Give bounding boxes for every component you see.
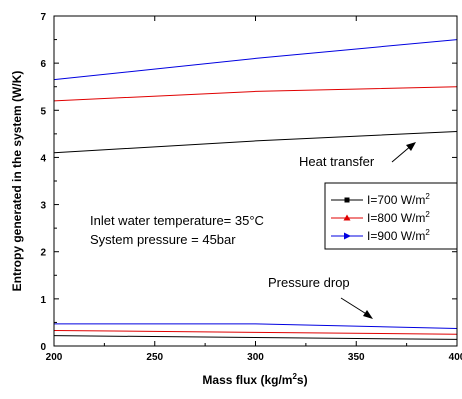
series-layer — [53, 39, 458, 340]
legend-label-main: I=700 W/m — [367, 193, 425, 207]
x-tick-label: 300 — [247, 352, 264, 363]
x-axis-label: Mass flux (kg/m2s) — [202, 372, 307, 387]
x-tick-label: 350 — [348, 352, 365, 363]
y-tick-label: 7 — [40, 12, 46, 23]
legend-marker-0 — [344, 197, 350, 203]
x-tick-label: 200 — [46, 352, 63, 363]
series-line-heat-transfer-2 — [53, 39, 458, 81]
pressure-drop-arrow — [340, 297, 373, 319]
x-axis-label-sup: 2 — [292, 372, 297, 381]
y-tick-label: 2 — [40, 248, 46, 259]
series-line-pressure-drop-3 — [53, 335, 458, 340]
legend-marker-1 — [343, 214, 351, 221]
series-line-heat-transfer-1 — [53, 86, 458, 102]
legend-items: I=700 W/m2I=800 W/m2I=900 W/m2 — [331, 192, 430, 243]
y-tick-label: 5 — [40, 106, 46, 117]
legend: I=700 W/m2I=800 W/m2I=900 W/m2 — [324, 182, 458, 250]
x-tick-label: 250 — [146, 352, 163, 363]
y-tick-label: 6 — [40, 59, 46, 70]
series-line-heat-transfer-0 — [53, 131, 458, 154]
y-tick-label: 1 — [40, 295, 46, 306]
ticks-layer: 200 250 300 350 400 0 1 2 3 4 5 6 7 — [40, 12, 462, 363]
series-line-pressure-drop-5 — [54, 323, 458, 330]
y-tick-label: 3 — [40, 201, 46, 212]
legend-label-sup: 2 — [425, 192, 430, 201]
legend-label-1: I=800 W/m2 — [367, 210, 430, 225]
y-tick-label: 4 — [40, 153, 46, 164]
y-tick-label: 0 — [40, 342, 46, 353]
legend-label-main: I=800 W/m — [367, 211, 425, 225]
inlet-temperature-note: Inlet water temperature= 35°C — [90, 213, 264, 228]
x-axis-label-end: s) — [297, 373, 308, 387]
legend-label-main: I=900 W/m — [367, 229, 425, 243]
series-line-pressure-drop-4 — [53, 329, 458, 335]
heat-transfer-annotation: Heat transfer — [299, 154, 375, 169]
pressure-drop-annotation: Pressure drop — [268, 275, 350, 290]
heat-transfer-arrow — [391, 142, 416, 163]
legend-marker-2 — [344, 232, 351, 240]
legend-label-sup: 2 — [425, 228, 430, 237]
legend-label-2: I=900 W/m2 — [367, 228, 430, 243]
system-pressure-note: System pressure = 45bar — [90, 232, 236, 247]
legend-label-sup: 2 — [425, 210, 430, 219]
x-axis-label-main: Mass flux (kg/m — [202, 373, 292, 387]
plot-frame — [53, 15, 458, 347]
x-tick-label: 400 — [449, 352, 462, 363]
y-axis-label: Entropy generated in the system (W/K) — [10, 71, 24, 292]
legend-label-0: I=700 W/m2 — [367, 192, 430, 207]
